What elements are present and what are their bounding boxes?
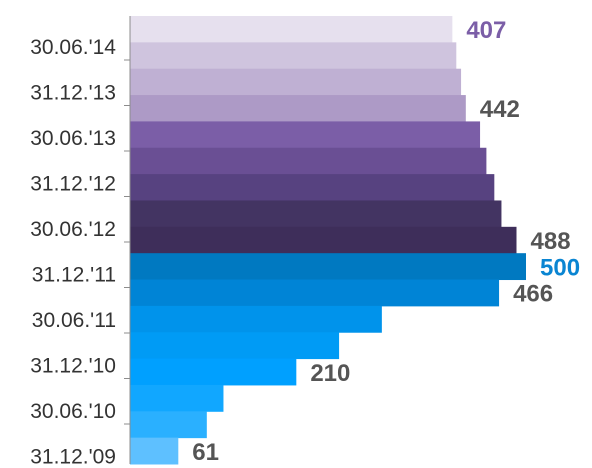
y-axis: 30.06.'14 31.12.'13 30.06.'13 31.12.'12 30.0… — [30, 16, 131, 468]
bar-1 — [130, 42, 457, 70]
bar-9 — [130, 253, 526, 281]
data-label-0: 407 — [466, 17, 506, 44]
bar-11 — [130, 305, 382, 333]
bars-layer — [130, 16, 526, 465]
data-label-9: 500 — [540, 254, 580, 281]
y-tick-label-7: 31.12.'10 — [30, 355, 116, 378]
data-label-8: 488 — [531, 228, 571, 255]
bar-7 — [130, 200, 502, 228]
y-tick-label-9: 31.12.'09 — [30, 446, 116, 468]
data-label-16: 61 — [192, 439, 219, 466]
data-label-10: 466 — [513, 281, 553, 308]
y-tick-label-5: 31.12.'11 — [32, 264, 116, 287]
bar-5 — [130, 147, 487, 175]
y-tick-label-2: 30.06.'13 — [30, 127, 116, 150]
bar-12 — [130, 332, 340, 360]
bar-10 — [130, 279, 500, 307]
bar-14 — [130, 384, 224, 412]
y-tick-label-1: 31.12.'13 — [30, 82, 116, 105]
data-label-13: 210 — [310, 360, 350, 387]
y-tick-label-4: 30.06.'12 — [30, 218, 116, 241]
bar-13 — [130, 358, 297, 386]
data-label-3: 442 — [480, 96, 520, 123]
bar-6 — [130, 174, 495, 201]
bar-0 — [130, 16, 453, 43]
y-tick-label-3: 31.12.'12 — [30, 173, 116, 196]
bar-2 — [130, 68, 462, 96]
bar-16 — [130, 437, 179, 465]
y-tick-label-0: 30.06.'14 — [30, 36, 116, 59]
y-tick-label-8: 30.06.'10 — [30, 400, 116, 423]
bar-4 — [130, 121, 481, 149]
y-tick-label-6: 30.06.'11 — [32, 309, 116, 332]
bar-15 — [130, 411, 207, 439]
bar-8 — [130, 226, 517, 254]
bar-3 — [130, 95, 466, 122]
